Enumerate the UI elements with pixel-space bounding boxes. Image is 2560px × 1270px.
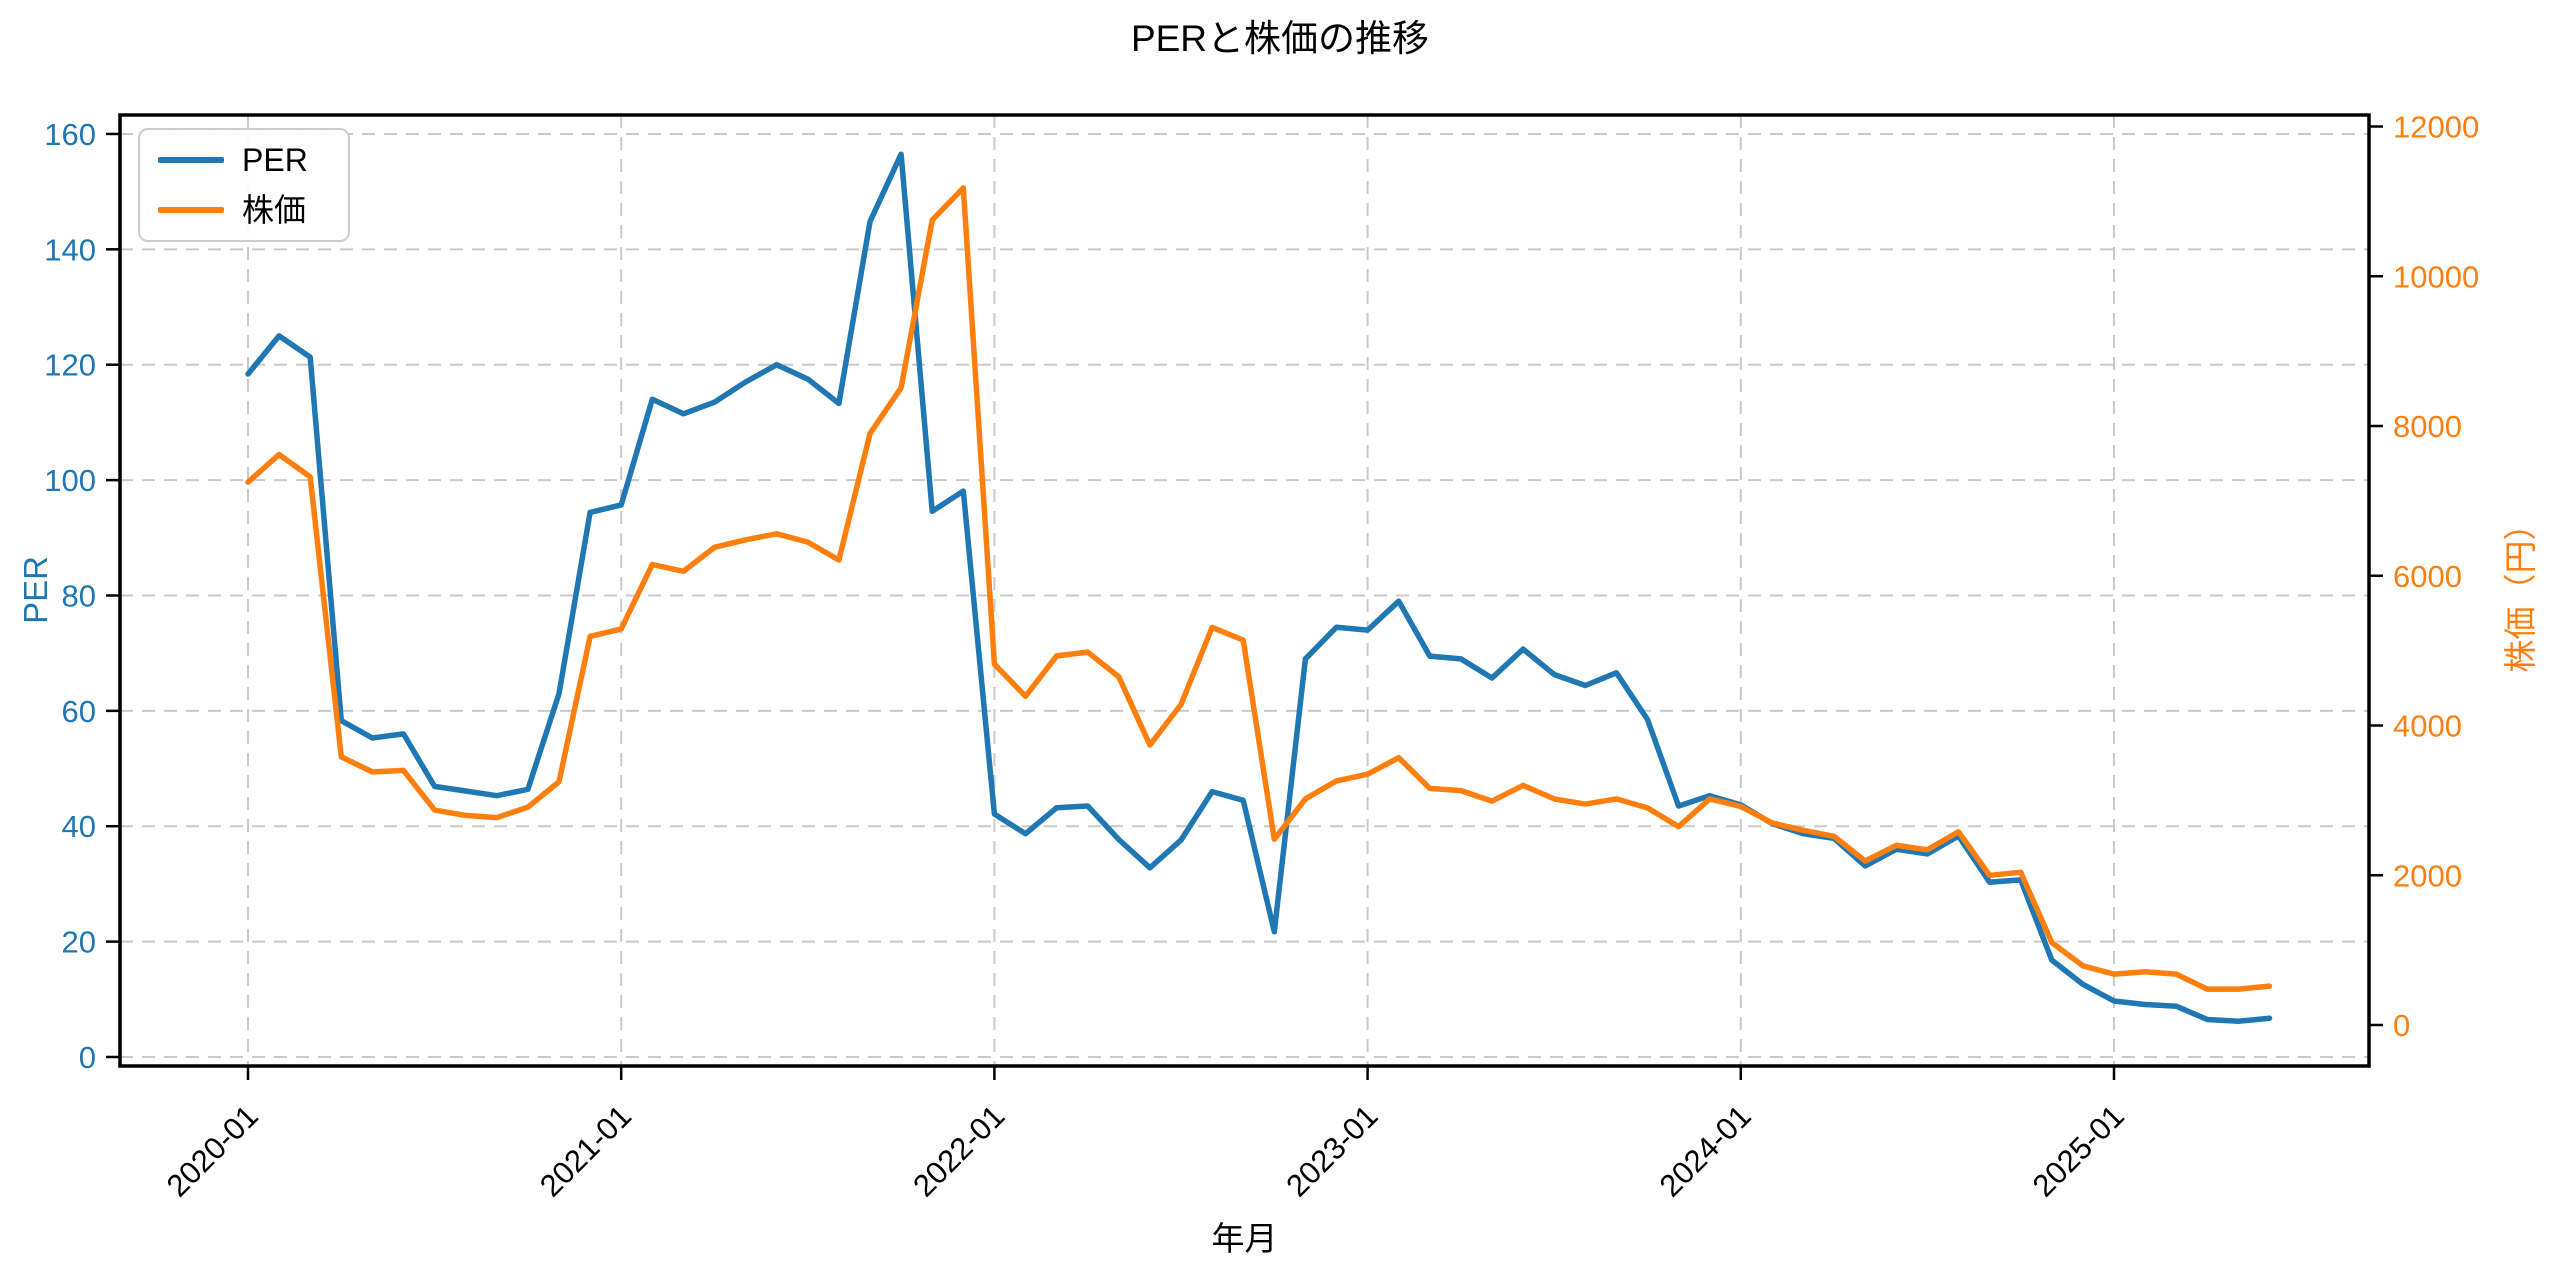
y-left-tick-label: 0 [79, 1040, 96, 1075]
y-left-tick-label: 160 [44, 117, 96, 152]
kabuka-line-swatch [158, 207, 224, 213]
y-axis-label-left: PER [17, 556, 54, 624]
y-right-tick-label: 8000 [2393, 409, 2462, 444]
y-left-tick-label: 80 [62, 578, 96, 613]
y-left-tick-label: 20 [62, 925, 96, 960]
x-tick-label: 2025-01 [2026, 1098, 2131, 1203]
y-right-tick-label: 12000 [2393, 110, 2479, 145]
y-left-tick-label: 40 [62, 809, 96, 844]
y-right-tick-label: 6000 [2393, 559, 2462, 594]
y-right-tick-label: 4000 [2393, 709, 2462, 744]
chart-title: PERと株価の推移 [1130, 18, 1430, 59]
legend-item-kabuka: 株価 [158, 194, 330, 226]
y-right-tick-label: 2000 [2393, 858, 2462, 893]
plot-frame [118, 113, 2371, 1068]
x-axis-label: 年月 [1211, 1220, 1278, 1257]
per-line-swatch [158, 157, 224, 163]
y-axis-label-right: 株価（円） [2502, 507, 2539, 673]
legend-label-kabuka: 株価 [242, 192, 307, 228]
x-tick-label: 2021-01 [533, 1098, 638, 1203]
x-tick-label: 2023-01 [1279, 1098, 1384, 1203]
legend-item-per: PER [158, 144, 330, 176]
series-line-株価 [245, 185, 2273, 992]
y-left-tick-label: 120 [44, 348, 96, 383]
legend: PER 株価 [138, 128, 350, 242]
y-right-tick-label: 10000 [2393, 259, 2479, 294]
y-left-tick-label: 100 [44, 463, 96, 498]
y-left-tick-label: 140 [44, 232, 96, 267]
x-tick-label: 2022-01 [906, 1098, 1011, 1203]
y-left-tick-label: 60 [62, 694, 96, 729]
series-line-PER [245, 151, 2273, 1024]
y-right-tick-label: 0 [2393, 1008, 2410, 1043]
legend-label-per: PER [242, 142, 308, 178]
x-tick-label: 2020-01 [160, 1098, 265, 1203]
x-tick-label: 2024-01 [1653, 1098, 1758, 1203]
